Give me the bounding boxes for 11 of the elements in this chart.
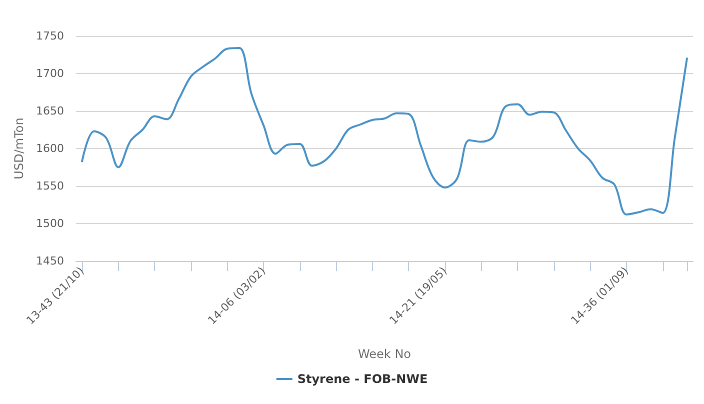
- y-tick-label: 1650: [36, 104, 64, 118]
- y-tick-label: 1450: [36, 254, 64, 268]
- x-axis-title: Week No: [358, 347, 412, 361]
- y-tick-label: 1600: [36, 142, 64, 155]
- y-axis-title: USD/mTon: [12, 118, 26, 180]
- y-tick-label: 1750: [36, 30, 64, 42]
- y-tick-label: 1500: [36, 217, 64, 230]
- y-tick-label: 1550: [36, 180, 64, 192]
- legend-label: Styrene - FOB-NWE: [297, 372, 428, 386]
- line-series: [81, 47, 688, 216]
- y-tick-label: 1700: [36, 67, 64, 80]
